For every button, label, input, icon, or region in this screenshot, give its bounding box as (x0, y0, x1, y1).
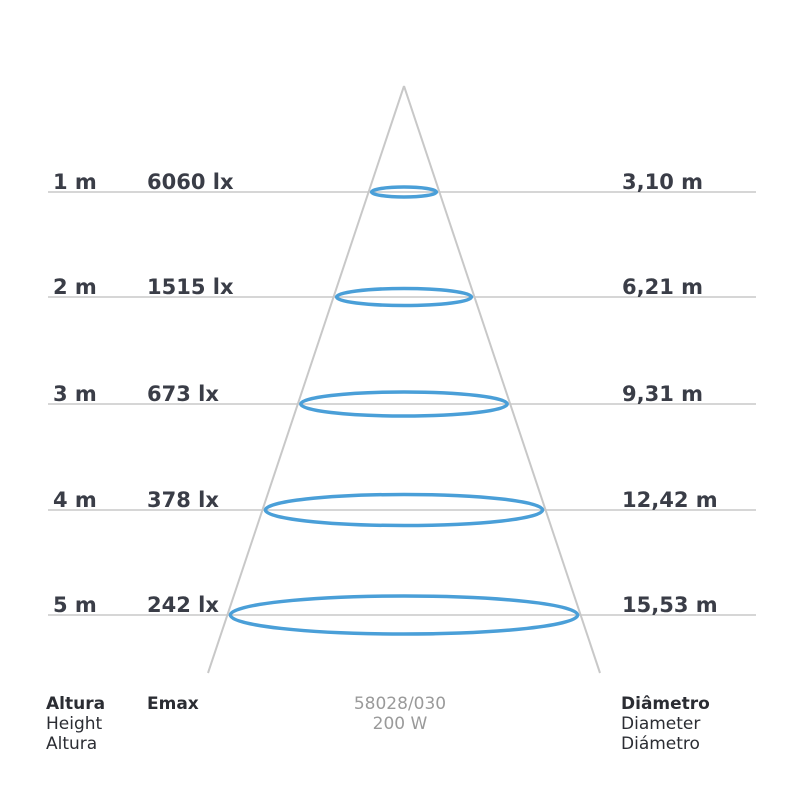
light-ring-3 (299, 390, 509, 418)
emax-caption: Emax (147, 694, 199, 714)
diameter-value: 9,31 m (622, 382, 704, 406)
diameter-value: 12,42 m (622, 488, 718, 512)
emax-value: 242 lx (147, 593, 219, 617)
height-caption: Altura Height Altura (46, 694, 105, 754)
height-value: 5 m (53, 593, 97, 617)
height-caption-en: Height (46, 714, 103, 734)
cone-right-edge (403, 85, 601, 674)
diameter-value: 6,21 m (622, 275, 704, 299)
product-code: 58028/030 (353, 694, 447, 714)
height-caption-es: Altura (46, 734, 98, 754)
product-info: 58028/030 200 W (300, 694, 500, 734)
diameter-caption-pt: Diâmetro (621, 694, 710, 714)
light-ring-4 (263, 492, 545, 528)
cone-left-edge (207, 85, 405, 674)
diameter-caption: Diâmetro Diameter Diámetro (621, 694, 710, 754)
light-ring-2 (334, 286, 474, 308)
height-value: 2 m (53, 275, 97, 299)
emax-caption-label: Emax (147, 694, 199, 714)
product-power: 200 W (372, 714, 428, 734)
diameter-caption-es: Diámetro (621, 734, 700, 754)
height-value: 4 m (53, 488, 97, 512)
light-ring-1 (369, 185, 439, 199)
height-value: 1 m (53, 170, 97, 194)
emax-value: 6060 lx (147, 170, 234, 194)
height-value: 3 m (53, 382, 97, 406)
diameter-value: 3,10 m (622, 170, 704, 194)
diameter-value: 15,53 m (622, 593, 718, 617)
diameter-caption-en: Diameter (621, 714, 701, 734)
emax-value: 673 lx (147, 382, 219, 406)
emax-value: 1515 lx (147, 275, 234, 299)
height-caption-pt: Altura (46, 694, 106, 714)
light-ring-5 (228, 594, 580, 636)
emax-value: 378 lx (147, 488, 219, 512)
